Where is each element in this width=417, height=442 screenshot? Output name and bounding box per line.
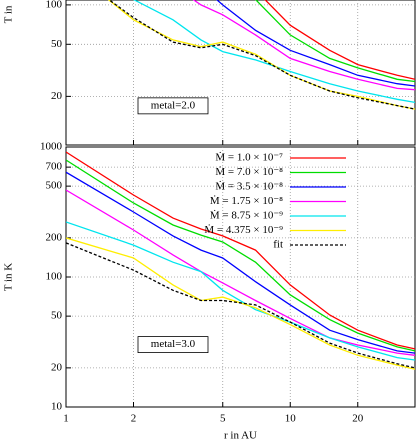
y-tick-label: 100 xyxy=(46,271,63,283)
legend-label: Ṁ = 8.75 × 10⁻⁹ xyxy=(210,210,283,222)
series-line xyxy=(264,0,415,80)
annotation: metal=3.0 xyxy=(151,338,196,350)
y-tick-label: 20 xyxy=(51,361,63,373)
y-tick-label: 500 xyxy=(46,180,63,192)
y-tick-label: 20 xyxy=(51,90,63,102)
y-tick-label: 200 xyxy=(46,231,63,243)
series-line xyxy=(108,0,415,110)
x-tick-label: 1 xyxy=(63,413,69,425)
x-tick-label: 5 xyxy=(220,413,226,425)
x-tick-label: 20 xyxy=(352,413,364,425)
x-axis-label: r in AU xyxy=(224,430,257,442)
series-line xyxy=(66,237,415,370)
series-group xyxy=(66,151,415,370)
x-tick-label: 10 xyxy=(285,413,297,425)
y-tick-label: 700 xyxy=(46,161,63,173)
y-axis-label: T in xyxy=(3,5,15,23)
y-tick-label: 50 xyxy=(51,310,63,322)
x-tick-label: 2 xyxy=(131,413,137,425)
y-tick-label: 50 xyxy=(51,38,63,50)
legend-label: fit xyxy=(273,239,283,251)
series-line xyxy=(66,189,415,356)
series-line xyxy=(107,0,415,110)
legend-label: Ṁ = 7.0 × 10⁻⁸ xyxy=(215,166,283,178)
y-tick-label: 1000 xyxy=(40,141,63,153)
annotation-box xyxy=(137,97,209,115)
legend-label: Ṁ = 1.0 × 10⁻⁷ xyxy=(215,152,283,164)
series-line xyxy=(66,242,415,369)
legend-label: Ṁ = 4.375 × 10⁻⁹ xyxy=(204,224,283,236)
annotation: metal=2.0 xyxy=(151,99,196,111)
series-line xyxy=(255,0,415,83)
series-line xyxy=(192,0,415,91)
annotation-box xyxy=(137,336,209,354)
series-line xyxy=(66,151,415,350)
series-group xyxy=(107,0,415,110)
y-tick-label: 10 xyxy=(51,401,63,413)
legend-label: Ṁ = 3.5 × 10⁻⁸ xyxy=(215,181,283,193)
plot-frame xyxy=(65,0,416,146)
y-axis-label: T in K xyxy=(3,263,15,292)
y-tick-label: 100 xyxy=(46,0,63,10)
series-line xyxy=(133,0,415,104)
series-line xyxy=(66,171,415,354)
series-line xyxy=(216,0,415,87)
series-line xyxy=(66,221,415,361)
series-line xyxy=(66,159,415,352)
legend-label: Ṁ = 1.75 × 10⁻⁸ xyxy=(210,195,283,207)
